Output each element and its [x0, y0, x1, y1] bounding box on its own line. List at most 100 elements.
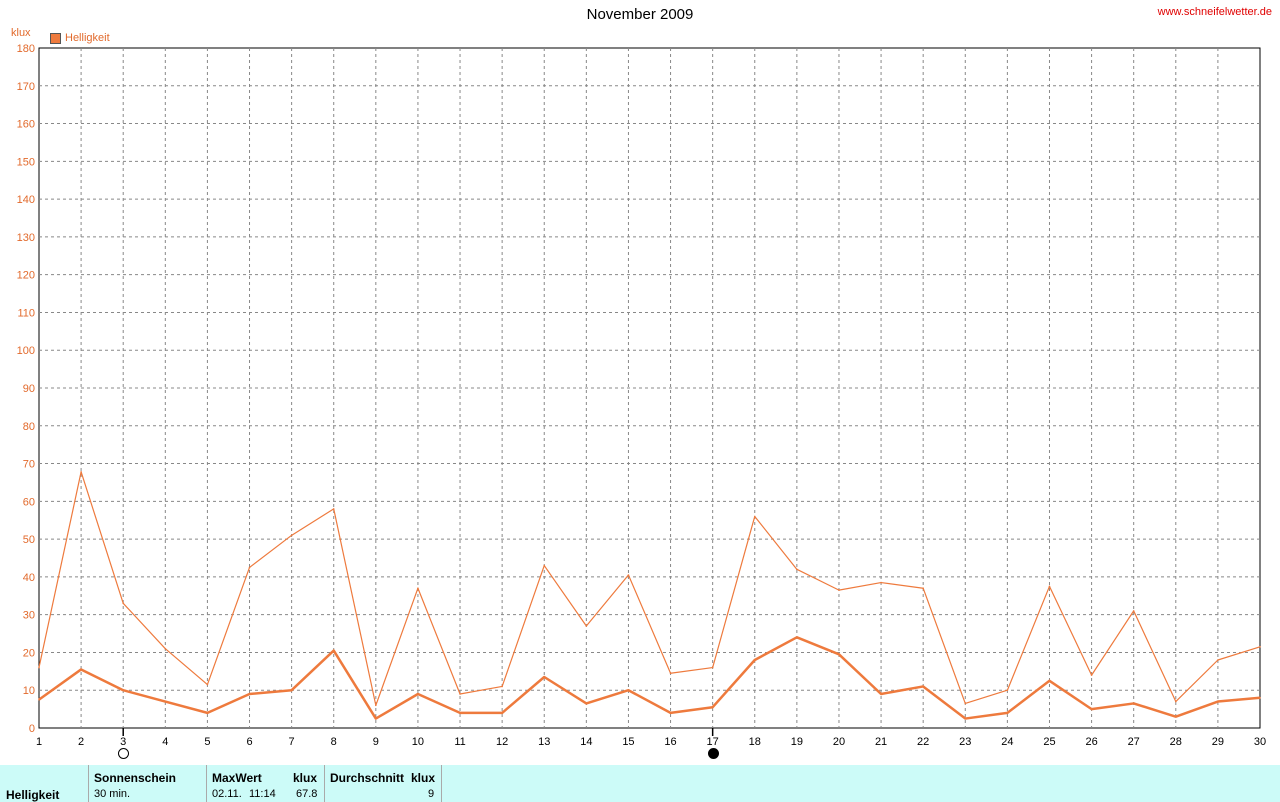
data-point-avg — [1132, 702, 1135, 705]
data-point-max — [964, 702, 967, 705]
x-tick-label: 1 — [36, 736, 42, 748]
legend-swatch — [50, 32, 61, 44]
x-tick-label: 27 — [1128, 736, 1140, 748]
legend: Helligkeit — [50, 32, 110, 44]
x-tick-label: 6 — [246, 736, 252, 748]
data-point-avg — [838, 653, 840, 656]
x-tick-label: 5 — [204, 736, 210, 748]
x-tick-label: 28 — [1170, 736, 1182, 748]
data-point-avg — [880, 693, 882, 695]
x-tick-label: 26 — [1085, 736, 1097, 748]
brightness-chart: 0102030405060708090100110120130140150160… — [17, 43, 1266, 748]
y-tick-label: 170 — [17, 81, 35, 93]
data-point-avg — [964, 717, 967, 720]
data-point-avg — [1259, 696, 1261, 699]
data-point-max — [332, 508, 335, 510]
x-tick-label: 20 — [833, 736, 845, 748]
data-point-avg — [80, 668, 82, 671]
avg-value: 9 — [428, 788, 435, 800]
data-point-max — [290, 534, 293, 537]
table-divider — [324, 765, 325, 802]
website-link[interactable]: www.schneifelwetter.de — [1157, 6, 1272, 18]
data-point-avg — [1048, 679, 1051, 682]
x-tick-label: 23 — [959, 736, 971, 748]
y-tick-label: 100 — [17, 345, 35, 357]
plot-area — [38, 47, 1261, 729]
sunshine-value: 30 min. — [94, 788, 131, 800]
data-point-max — [164, 647, 167, 650]
data-point-max — [880, 581, 882, 584]
x-tick-label: 24 — [1001, 736, 1013, 748]
x-tick-label: 14 — [580, 736, 592, 748]
x-tick-label: 19 — [791, 736, 803, 748]
data-point-max — [501, 685, 503, 688]
x-tick-label: 12 — [496, 736, 508, 748]
table-divider — [206, 765, 207, 802]
x-tick-label: 2 — [78, 736, 84, 748]
max-value: 67.8 — [296, 788, 318, 800]
max-date: 02.11. — [212, 788, 242, 800]
data-point-max — [543, 564, 546, 567]
data-point-max — [1090, 674, 1093, 676]
y-tick-label: 10 — [23, 685, 35, 697]
data-point-max — [1006, 689, 1009, 692]
data-point-max — [753, 515, 756, 518]
avg-unit: klux — [411, 771, 436, 785]
x-tick-label: 11 — [454, 736, 465, 748]
y-tick-label: 180 — [17, 43, 35, 55]
table-divider — [88, 765, 89, 802]
max-unit: klux — [293, 771, 318, 785]
data-point-max — [585, 625, 588, 627]
y-tick-label: 50 — [23, 534, 35, 546]
data-point-max — [711, 666, 714, 669]
data-point-avg — [796, 636, 798, 639]
data-point-max — [838, 589, 840, 591]
data-point-max — [1174, 700, 1177, 703]
chart-title: November 2009 — [586, 6, 694, 23]
data-point-avg — [669, 712, 672, 714]
x-tick-label: 22 — [917, 736, 929, 748]
data-point-max — [669, 672, 672, 675]
y-tick-label: 70 — [23, 459, 35, 471]
y-tick-label: 130 — [17, 232, 35, 244]
summary-table: Helligkeit Sonnenschein 30 min. MaxWert … — [0, 765, 1280, 802]
data-point-avg — [753, 659, 756, 661]
data-point-avg — [627, 689, 630, 692]
data-point-avg — [585, 702, 588, 705]
data-point-avg — [459, 712, 461, 714]
data-point-max — [1217, 659, 1219, 661]
y-tick-label: 110 — [17, 307, 35, 319]
y-tick-label: 40 — [23, 572, 35, 584]
y-tick-label: 120 — [17, 270, 35, 282]
data-point-max — [1048, 585, 1051, 588]
x-tick-label: 21 — [875, 736, 887, 748]
y-axis-unit: klux — [11, 27, 31, 39]
x-tick-label: 4 — [162, 736, 168, 748]
y-tick-label: 140 — [17, 194, 35, 206]
data-point-max — [80, 471, 82, 473]
data-point-max — [248, 566, 251, 569]
data-point-avg — [922, 685, 924, 688]
series-line-max — [38, 471, 1261, 706]
x-tick-label: 29 — [1212, 736, 1224, 748]
data-point-avg — [164, 700, 167, 703]
data-point-avg — [1090, 708, 1093, 710]
legend-label: Helligkeit — [65, 32, 110, 44]
max-time: 11:14 — [249, 788, 276, 800]
data-point-avg — [248, 693, 251, 695]
y-tick-label: 150 — [17, 156, 35, 168]
data-point-max — [1259, 645, 1261, 648]
data-point-avg — [290, 689, 293, 692]
y-tick-label: 20 — [23, 647, 35, 659]
new-moon-icon — [707, 748, 719, 759]
avg-label: Durchschnitt — [330, 771, 405, 785]
y-tick-label: 90 — [23, 383, 35, 395]
sunshine-label: Sonnenschein — [94, 771, 177, 785]
full-moon-icon — [118, 748, 130, 759]
y-tick-label: 80 — [23, 421, 35, 433]
y-tick-label: 30 — [23, 610, 35, 622]
x-tick-label: 9 — [373, 736, 379, 748]
y-tick-label: 0 — [29, 723, 35, 735]
y-tick-label: 60 — [23, 496, 35, 508]
data-point-max — [796, 568, 798, 571]
